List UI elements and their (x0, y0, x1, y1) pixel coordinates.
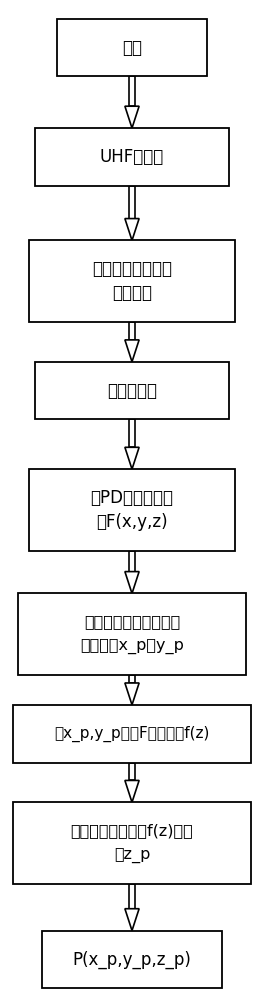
Polygon shape (125, 780, 139, 802)
FancyBboxPatch shape (29, 240, 235, 322)
Text: P(x_p,y_p,z_p): P(x_p,y_p,z_p) (73, 950, 191, 969)
FancyBboxPatch shape (35, 128, 229, 186)
Polygon shape (125, 447, 139, 469)
Polygon shape (125, 340, 139, 362)
Bar (129, 76, 135, 106)
Polygon shape (125, 106, 139, 128)
FancyBboxPatch shape (35, 362, 229, 419)
Bar (129, 322, 135, 340)
Bar (129, 186, 135, 219)
Polygon shape (125, 683, 139, 705)
Bar (129, 551, 135, 572)
Polygon shape (125, 909, 139, 931)
Bar (129, 419, 135, 447)
Text: 到z_p: 到z_p (114, 848, 150, 863)
FancyBboxPatch shape (29, 469, 235, 551)
FancyBboxPatch shape (13, 705, 251, 763)
Text: 计算，得x_p，y_p: 计算，得x_p，y_p (80, 639, 184, 654)
FancyBboxPatch shape (41, 931, 223, 988)
Text: 信号时间差: 信号时间差 (107, 382, 157, 400)
Text: UHF传感器: UHF传感器 (100, 148, 164, 166)
Bar (129, 884, 135, 909)
Bar (129, 763, 135, 780)
Text: 将x_p,y_p带入F获得方程f(z): 将x_p,y_p带入F获得方程f(z) (54, 726, 210, 742)
FancyBboxPatch shape (18, 593, 246, 675)
Text: 利用逐次逼近法对样本: 利用逐次逼近法对样本 (84, 615, 180, 630)
Text: 程F(x,y,z): 程F(x,y,z) (96, 513, 168, 531)
Text: 信号: 信号 (122, 39, 142, 57)
FancyBboxPatch shape (13, 802, 251, 884)
Polygon shape (125, 219, 139, 240)
Text: 累计曲线: 累计曲线 (112, 284, 152, 302)
Bar (129, 675, 135, 683)
Text: 列PD源双曲面方: 列PD源双曲面方 (91, 489, 173, 507)
FancyBboxPatch shape (57, 19, 207, 76)
Polygon shape (125, 572, 139, 593)
Text: 分析信号、画能量: 分析信号、画能量 (92, 260, 172, 278)
Text: 通过网格搜索法解f(z)，得: 通过网格搜索法解f(z)，得 (71, 823, 193, 838)
